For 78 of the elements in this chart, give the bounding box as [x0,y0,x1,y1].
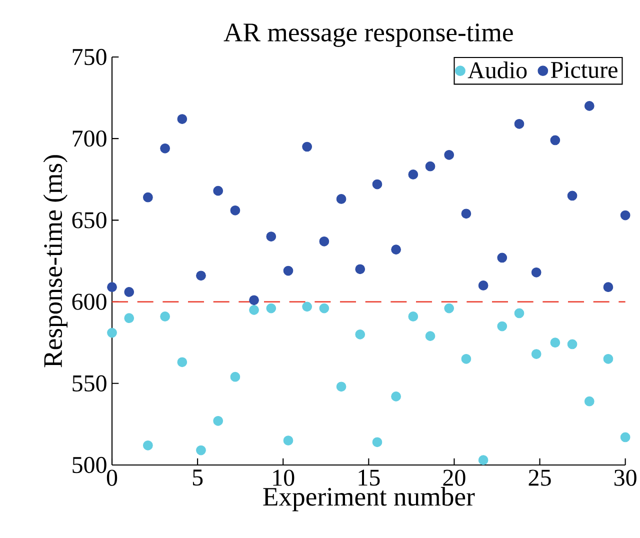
x-tick-label: 20 [443,470,466,486]
y-tick-label: 650 [72,212,106,228]
x-tick-label: 30 [614,470,636,486]
point [372,179,382,190]
point [584,396,594,406]
point [319,236,330,246]
point [283,436,294,446]
point [302,302,312,312]
x-tick-label: 15 [358,470,380,486]
point [461,354,472,364]
point [497,321,508,332]
point [603,354,614,364]
point [177,114,188,124]
point [372,437,382,448]
point [603,282,614,292]
point [408,170,418,180]
point [550,338,560,348]
point [567,339,578,350]
point [319,303,330,314]
point [143,440,153,450]
point [213,416,224,426]
x-tick-label: 5 [192,470,203,486]
legend-label: Audio [468,62,527,78]
point [584,101,594,111]
point [478,455,488,466]
point [177,357,188,368]
point [531,349,542,359]
point [444,150,454,160]
point [336,194,346,204]
point [107,282,117,292]
point [283,266,294,276]
point [124,313,134,324]
y-tick-label: 700 [72,130,106,147]
y-tick-label: 550 [72,375,106,392]
point [550,135,560,146]
point [355,329,366,340]
y-tick-label: 750 [72,48,106,66]
point [249,305,259,315]
point [196,270,206,281]
point [391,244,401,254]
x-tick-label: 10 [273,470,294,486]
point [124,287,134,297]
point [160,312,170,322]
point [531,267,542,278]
point [425,161,436,172]
point [425,331,436,341]
x-axis-title: Experiment number [263,487,475,512]
point [266,303,276,314]
point [478,280,488,290]
point [266,232,276,242]
point [249,295,259,306]
point [355,264,366,274]
chart-title: AR message response-time [224,24,513,47]
point [213,186,224,196]
point [196,445,206,456]
point [567,190,578,201]
point [143,192,153,202]
point [514,308,524,318]
point [107,328,117,338]
point [336,382,346,392]
y-tick-label: 600 [72,294,106,310]
point [620,432,630,442]
point [302,142,312,152]
point [497,252,508,263]
point [391,392,401,402]
point [408,312,418,322]
point [230,372,240,382]
y-tick-label: 500 [72,456,106,474]
point [160,143,170,154]
point [444,303,454,314]
point [461,208,472,219]
point [514,118,524,129]
point [230,205,240,216]
x-tick-label: 0 [106,470,118,486]
x-tick-label: 25 [528,470,551,486]
y-axis-title: Response-time (ms) [43,155,68,368]
point [620,210,630,220]
legend-label: Picture [550,62,618,78]
